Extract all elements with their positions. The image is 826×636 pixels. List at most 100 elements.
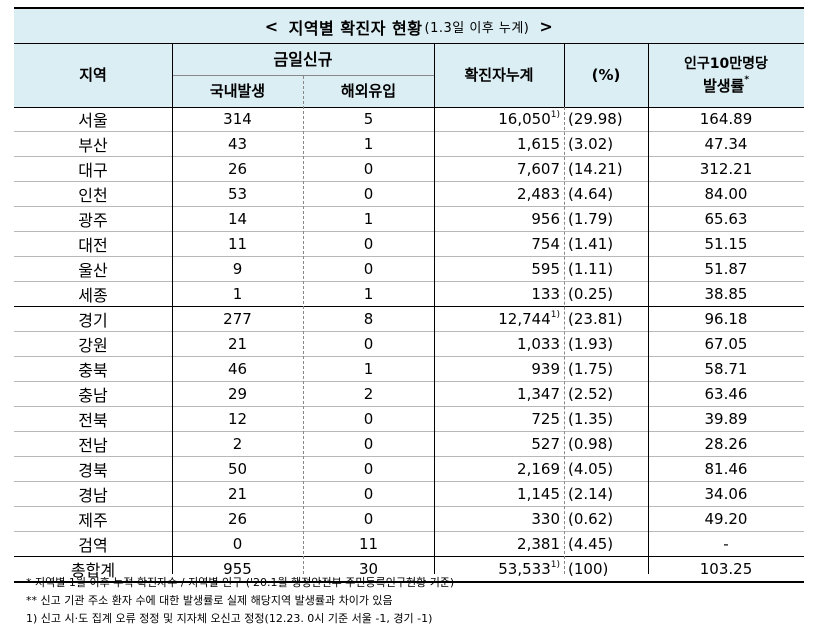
region-cell-text: 대전: [78, 236, 108, 255]
percent-cell-text: (2.14): [568, 485, 614, 503]
region-cell-text: 대구: [78, 161, 108, 180]
overseas-cell-text: 8: [363, 310, 374, 328]
table-row: 울산 9 0 595 (1.11) 51.87: [14, 256, 804, 282]
overseas-cell: 5: [303, 107, 434, 132]
region-cell: 광주: [14, 206, 172, 232]
percent-cell-text: (3.02): [568, 135, 614, 153]
domestic-cell: 53: [172, 181, 303, 207]
overseas-cell-text: 0: [363, 235, 374, 253]
overseas-cell-text: 0: [363, 185, 374, 203]
table-row: 경남 21 0 1,145 (2.14) 34.06: [14, 481, 804, 507]
domestic-cell: 26: [172, 156, 303, 182]
cumulative-cell: 1,615: [434, 131, 564, 157]
table-row: 부산 43 1 1,615 (3.02) 47.34: [14, 131, 804, 157]
domestic-cell-text: 43: [227, 135, 248, 153]
region-cell-text: 울산: [78, 261, 108, 280]
rate-cell: 51.87: [648, 256, 804, 282]
cumulative-cell-text: 330: [531, 510, 560, 528]
rate-cell-text: 51.15: [704, 235, 748, 253]
table-row: 서울 314 5 16,0501) (29.98) 164.89: [14, 107, 804, 132]
region-cell-text: 충북: [78, 361, 108, 380]
cumulative-cell: 2,169: [434, 456, 564, 482]
cumulative-cell-text: 53,533: [498, 560, 551, 578]
rate-cell-text: -: [723, 535, 729, 553]
cumulative-note-mark: 1): [550, 560, 560, 570]
percent-cell: (14.21): [564, 156, 648, 182]
rate-cell: 312.21: [648, 156, 804, 182]
region-cell-text: 충남: [78, 386, 108, 405]
region-cell: 울산: [14, 256, 172, 282]
overseas-cell: 0: [303, 231, 434, 257]
domestic-cell: 26: [172, 506, 303, 532]
table-row: 대구 26 0 7,607 (14.21) 312.21: [14, 156, 804, 182]
cumulative-cell: 1,347: [434, 381, 564, 407]
cumulative-cell-text: 956: [531, 210, 560, 228]
rate-cell: 96.18: [648, 306, 804, 332]
overseas-cell: 0: [303, 481, 434, 507]
table-row: 경기 277 8 12,7441) (23.81) 96.18: [14, 306, 804, 332]
table-title: < 지역별 확진자 현황 (1.3일 이후 누계) >: [14, 7, 804, 44]
rate-cell: 65.63: [648, 206, 804, 232]
cumulative-cell: 133: [434, 281, 564, 307]
cumulative-cell: 330: [434, 506, 564, 532]
rate-cell: 49.20: [648, 506, 804, 532]
percent-cell: (4.05): [564, 456, 648, 482]
percent-cell: (0.62): [564, 506, 648, 532]
region-cell: 대전: [14, 231, 172, 257]
region-cell: 총합계: [14, 556, 172, 583]
overseas-cell-text: 5: [363, 110, 374, 128]
overseas-cell: 0: [303, 156, 434, 182]
rate-cell: 67.05: [648, 331, 804, 357]
region-cell-text: 경북: [78, 461, 108, 480]
rate-cell: 103.25: [648, 556, 804, 583]
cumulative-cell: 16,0501): [434, 107, 564, 132]
cumulative-cell-text: 754: [531, 235, 560, 253]
rate-cell-text: 81.46: [704, 460, 748, 478]
overseas-cell: 8: [303, 306, 434, 332]
rate-cell: 47.34: [648, 131, 804, 157]
percent-cell-text: (1.35): [568, 410, 614, 428]
rate-cell: 84.00: [648, 181, 804, 207]
table-row: 광주 14 1 956 (1.79) 65.63: [14, 206, 804, 232]
overseas-cell-text: 2: [363, 385, 374, 403]
percent-cell: (2.14): [564, 481, 648, 507]
domestic-cell-text: 50: [227, 460, 248, 478]
region-cell: 제주: [14, 506, 172, 532]
overseas-cell: 30: [303, 556, 434, 583]
title-close-bracket: >: [539, 17, 554, 36]
percent-cell: (23.81): [564, 306, 648, 332]
overseas-cell-text: 0: [363, 335, 374, 353]
overseas-cell-text: 0: [363, 460, 374, 478]
rate-cell-text: 28.26: [704, 435, 748, 453]
footnote-3: 1) 신고 시·도 집계 오류 정정 및 지자체 오신고 정정(12.23. 0…: [26, 612, 433, 625]
percent-cell: (0.25): [564, 281, 648, 307]
table-row: 세종 1 1 133 (0.25) 38.85: [14, 281, 804, 307]
table-row: 경북 50 0 2,169 (4.05) 81.46: [14, 456, 804, 482]
overseas-cell: 0: [303, 331, 434, 357]
cumulative-cell-text: 1,145: [517, 485, 560, 503]
overseas-cell-text: 11: [358, 535, 379, 553]
cumulative-cell: 527: [434, 431, 564, 457]
overseas-cell: 0: [303, 181, 434, 207]
overseas-cell: 0: [303, 456, 434, 482]
rate-cell: 39.89: [648, 406, 804, 432]
region-cell-text: 광주: [78, 211, 108, 230]
overseas-cell-text: 0: [363, 435, 374, 453]
table-row: 강원 21 0 1,033 (1.93) 67.05: [14, 331, 804, 357]
percent-cell-text: (0.62): [568, 510, 614, 528]
cumulative-cell: 939: [434, 356, 564, 382]
region-cell-text: 경기: [78, 311, 108, 330]
table-row: 제주 26 0 330 (0.62) 49.20: [14, 506, 804, 532]
cumulative-note-mark: 1): [550, 310, 560, 320]
rate-cell-text: 312.21: [699, 160, 753, 178]
rate-cell-text: 34.06: [704, 485, 748, 503]
cumulative-cell-text: 7,607: [517, 160, 560, 178]
cumulative-cell-text: 2,169: [517, 460, 560, 478]
region-cell-text: 전남: [78, 436, 108, 455]
domestic-cell: 29: [172, 381, 303, 407]
percent-cell: (0.98): [564, 431, 648, 457]
percent-cell: (4.45): [564, 531, 648, 557]
percent-cell: (1.93): [564, 331, 648, 357]
overseas-cell-text: 0: [363, 510, 374, 528]
overseas-cell-text: 1: [363, 210, 374, 228]
